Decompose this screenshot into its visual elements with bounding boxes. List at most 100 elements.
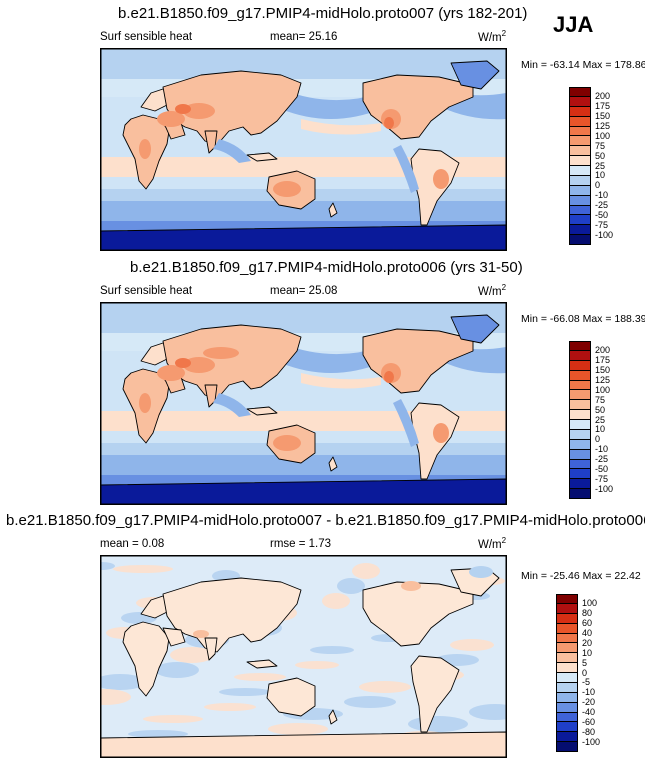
colorbar-tick-label: -80: [582, 726, 596, 737]
colorbar-swatch: [557, 702, 577, 713]
panel2-variable-label: Surf sensible heat: [100, 285, 193, 297]
colorbar-boxes: [556, 594, 578, 752]
colorbar-tick-label: 100: [582, 598, 598, 609]
panel3-mean-label: mean = 0.08: [100, 538, 165, 550]
colorbar-tick-label: 25: [595, 414, 606, 425]
colorbar-tick-label: -10: [595, 444, 609, 455]
colorbar-swatch: [570, 146, 590, 157]
colorbar-swatch: [570, 225, 590, 236]
colorbar-tick-label: 10: [595, 424, 606, 435]
colorbar-swatch: [570, 400, 590, 411]
panel2-colorbar: 200 175 150 125 100 75 50 25 10 0 -10 -25 -50 -75 -100: [569, 341, 629, 499]
colorbar-swatch: [570, 370, 590, 381]
colorbar-swatch: [570, 185, 590, 196]
colorbar-tick-label: 150: [595, 111, 611, 122]
panel1-minmax: Min = -63.14 Max = 178.86: [521, 59, 645, 71]
colorbar-swatch: [557, 603, 577, 614]
colorbar-boxes: [569, 341, 591, 499]
colorbar-tick-label: -100: [582, 736, 601, 747]
colorbar-tick-label: 0: [595, 180, 601, 191]
colorbar-swatch: [570, 116, 590, 127]
colorbar-tick-label: -50: [595, 209, 609, 220]
colorbar-swatch: [557, 732, 577, 743]
colorbar-tick-label: -100: [595, 229, 614, 240]
colorbar-tick-label: 50: [595, 404, 606, 415]
panel2-units: W/m2: [478, 283, 507, 298]
panel1-mean-label: mean= 25.16: [270, 31, 338, 43]
colorbar-tick-label: 5: [582, 657, 588, 668]
panel1-colorbar: 200 175 150 125 100 75 50 25 10 0 -10 -25 -50 -75 -100: [569, 87, 629, 245]
colorbar-tick-label: 125: [595, 375, 611, 385]
colorbar-swatch: [570, 459, 590, 470]
colorbar-tick-label: -100: [595, 483, 614, 494]
colorbar-swatch: [557, 613, 577, 624]
colorbar-tick-label: -75: [595, 473, 609, 484]
colorbar-swatch: [570, 479, 590, 490]
colorbar-swatch: [570, 489, 590, 499]
colorbar-swatch: [557, 712, 577, 723]
colorbar-boxes: [569, 87, 591, 245]
colorbar-swatch: [557, 663, 577, 673]
colorbar-swatch: [570, 380, 590, 391]
panel3-title: b.e21.B1850.f09_g17.PMIP4-midHolo.proto0…: [6, 512, 645, 529]
colorbar-tick-label: -60: [582, 716, 596, 727]
colorbar-swatch: [570, 175, 590, 186]
colorbar-swatch: [557, 673, 577, 683]
colorbar-swatch: [570, 166, 590, 176]
colorbar-tick-label: 50: [595, 150, 606, 161]
panel2-minmax: Min = -66.08 Max = 188.39: [521, 313, 645, 325]
colorbar-tick-label: 125: [595, 121, 611, 131]
panel2-mean-label: mean= 25.08: [270, 285, 338, 297]
colorbar-swatch: [570, 96, 590, 107]
colorbar-swatch: [570, 126, 590, 137]
panel2-map: [100, 302, 507, 505]
colorbar-tick-label: 175: [595, 101, 611, 112]
colorbar-swatch: [570, 195, 590, 206]
colorbar-tick-label: 100: [595, 384, 611, 395]
colorbar-tick-label: -10: [595, 190, 609, 201]
colorbar-swatch: [570, 429, 590, 440]
panel1-map: [100, 48, 507, 251]
panel3-rmse-label: rmse = 1.73: [270, 538, 332, 550]
panel3-units: W/m2: [478, 536, 507, 551]
colorbar-tick-label: 75: [595, 140, 606, 151]
colorbar-swatch: [570, 205, 590, 216]
colorbar-tick-label: 40: [582, 628, 593, 638]
colorbar-tick-label: 200: [595, 91, 611, 102]
colorbar-tick-label: 150: [595, 365, 611, 376]
colorbar-tick-label: 75: [595, 394, 606, 405]
colorbar-tick-label: 20: [582, 637, 593, 648]
season-label: JJA: [553, 12, 594, 37]
colorbar-tick-label: -20: [582, 697, 596, 708]
colorbar-swatch: [570, 215, 590, 226]
panel1-units: W/m2: [478, 29, 507, 44]
colorbar-tick-label: -50: [595, 463, 609, 474]
colorbar-tick-label: 60: [582, 618, 593, 629]
panel1-variable-label: Surf sensible heat: [100, 31, 193, 43]
colorbar-swatch: [570, 106, 590, 117]
colorbar-swatch: [570, 350, 590, 361]
colorbar-tick-label: -75: [595, 219, 609, 230]
colorbar-swatch: [570, 439, 590, 450]
colorbar-swatch: [570, 390, 590, 401]
colorbar-swatch: [557, 623, 577, 634]
colorbar-swatch: [570, 420, 590, 430]
colorbar-swatch: [570, 449, 590, 460]
colorbar-tick-label: -10: [582, 687, 596, 698]
colorbar-tick-label: 80: [582, 608, 593, 619]
colorbar-swatch: [557, 594, 577, 604]
colorbar-swatch: [557, 633, 577, 644]
colorbar-swatch: [557, 742, 577, 752]
colorbar-swatch: [570, 235, 590, 245]
colorbar-swatch: [557, 692, 577, 703]
colorbar-swatch: [570, 341, 590, 351]
colorbar-swatch: [570, 469, 590, 480]
panel3-colorbar: 100 80 60 40 20 10 5 0 -5 -10 -20 -40 -60 -80 -100: [556, 594, 626, 752]
colorbar-swatch: [557, 643, 577, 654]
colorbar-tick-label: 175: [595, 355, 611, 366]
colorbar-swatch: [570, 410, 590, 420]
colorbar-swatch: [557, 653, 577, 664]
colorbar-tick-label: -5: [582, 677, 591, 688]
colorbar-swatch: [557, 682, 577, 693]
panel2-title: b.e21.B1850.f09_g17.PMIP4-midHolo.proto0…: [130, 259, 523, 276]
